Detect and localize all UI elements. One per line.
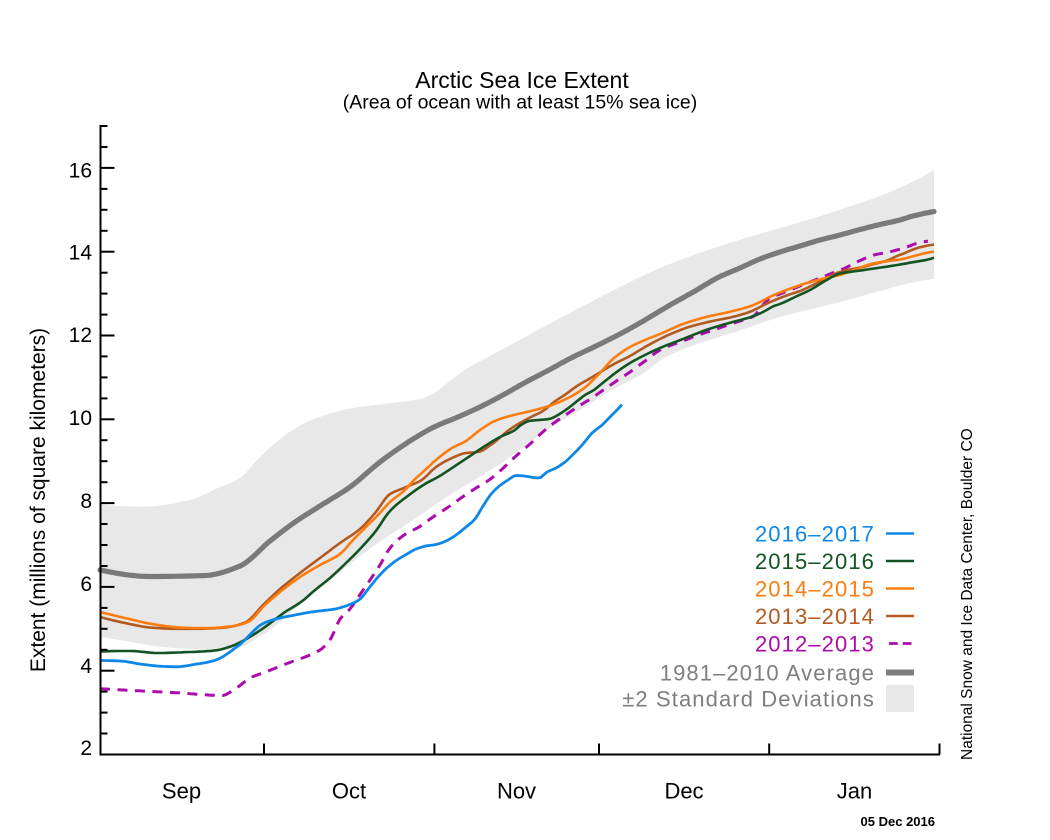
- svg-text:±2 Standard Deviations: ±2 Standard Deviations: [622, 687, 875, 712]
- svg-text:Extent (millions of square kil: Extent (millions of square kilometers): [27, 328, 50, 672]
- svg-text:Nov: Nov: [497, 779, 536, 804]
- svg-text:Arctic Sea Ice Extent: Arctic Sea Ice Extent: [415, 67, 629, 93]
- svg-text:2014–2015: 2014–2015: [755, 577, 875, 602]
- svg-text:14: 14: [69, 242, 93, 265]
- svg-text:10: 10: [69, 407, 92, 430]
- svg-text:2: 2: [80, 737, 92, 760]
- svg-text:Oct: Oct: [332, 779, 366, 804]
- svg-text:2012–2013: 2012–2013: [755, 632, 875, 657]
- svg-text:05 Dec 2016: 05 Dec 2016: [861, 814, 935, 829]
- svg-text:8: 8: [80, 490, 92, 513]
- svg-text:4: 4: [80, 655, 92, 678]
- svg-text:(Area of ocean with at least 1: (Area of ocean with at least 15% sea ice…: [343, 92, 697, 114]
- svg-text:2013–2014: 2013–2014: [755, 604, 875, 629]
- svg-text:Jan: Jan: [837, 779, 872, 804]
- svg-text:Sep: Sep: [162, 779, 201, 804]
- svg-text:2015–2016: 2015–2016: [755, 549, 875, 574]
- svg-text:2016–2017: 2016–2017: [755, 522, 875, 547]
- svg-text:1981–2010 Average: 1981–2010 Average: [660, 661, 875, 686]
- svg-text:National Snow and Ice Data Cen: National Snow and Ice Data Center, Bould…: [959, 428, 976, 760]
- svg-text:16: 16: [69, 160, 92, 183]
- svg-text:12: 12: [69, 324, 92, 347]
- svg-text:Dec: Dec: [664, 779, 703, 804]
- svg-text:6: 6: [80, 573, 92, 596]
